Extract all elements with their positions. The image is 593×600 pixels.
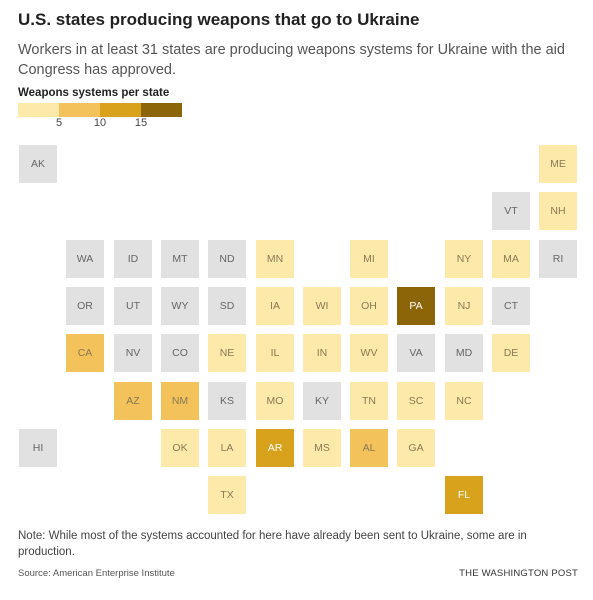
- state-tile-la: LA: [208, 429, 246, 467]
- legend-ticks: 5 10 15: [0, 117, 300, 137]
- source-line: Source: American Enterprise Institute: [18, 568, 175, 579]
- state-tile-va: VA: [397, 334, 435, 372]
- legend-swatch-3: [100, 103, 141, 117]
- state-tile-ms: MS: [303, 429, 341, 467]
- state-tile-nd: ND: [208, 240, 246, 278]
- state-tile-ia: IA: [256, 287, 294, 325]
- state-tile-oh: OH: [350, 287, 388, 325]
- state-tile-hi: HI: [19, 429, 57, 467]
- state-tile-mn: MN: [256, 240, 294, 278]
- legend-tick-5: 5: [55, 117, 63, 129]
- state-tile-ca: CA: [66, 334, 104, 372]
- state-tile-ky: KY: [303, 382, 341, 420]
- footnote: Note: While most of the systems accounte…: [18, 530, 527, 558]
- state-tile-nm: NM: [161, 382, 199, 420]
- state-tile-ny: NY: [445, 240, 483, 278]
- chart-title: U.S. states producing weapons that go to…: [18, 10, 420, 29]
- chart-subtitle: Workers in at least 31 states are produc…: [18, 42, 565, 78]
- state-tile-ut: UT: [114, 287, 152, 325]
- legend-tick-10: 10: [93, 117, 107, 129]
- publisher-credit: THE WASHINGTON POST: [459, 568, 578, 579]
- state-tile-az: AZ: [114, 382, 152, 420]
- state-tile-mt: MT: [161, 240, 199, 278]
- state-tile-ne: NE: [208, 334, 246, 372]
- state-tile-ri: RI: [539, 240, 577, 278]
- state-tile-me: ME: [539, 145, 577, 183]
- state-tile-fl: FL: [445, 476, 483, 514]
- legend-swatch-4: [141, 103, 182, 117]
- state-tile-nv: NV: [114, 334, 152, 372]
- state-tile-wa: WA: [66, 240, 104, 278]
- state-tile-mo: MO: [256, 382, 294, 420]
- state-tile-nj: NJ: [445, 287, 483, 325]
- state-tile-ok: OK: [161, 429, 199, 467]
- state-tile-wv: WV: [350, 334, 388, 372]
- state-tile-id: ID: [114, 240, 152, 278]
- legend-swatch-1: [18, 103, 59, 117]
- state-tile-or: OR: [66, 287, 104, 325]
- state-tile-ak: AK: [19, 145, 57, 183]
- state-tile-ct: CT: [492, 287, 530, 325]
- state-tile-nh: NH: [539, 192, 577, 230]
- state-tile-nc: NC: [445, 382, 483, 420]
- state-tile-wy: WY: [161, 287, 199, 325]
- legend-tick-15: 15: [134, 117, 148, 129]
- legend-swatch-2: [59, 103, 100, 117]
- state-tile-md: MD: [445, 334, 483, 372]
- state-tile-ks: KS: [208, 382, 246, 420]
- state-tile-mi: MI: [350, 240, 388, 278]
- state-tile-ma: MA: [492, 240, 530, 278]
- legend-title: Weapons systems per state: [18, 87, 170, 99]
- state-tile-in: IN: [303, 334, 341, 372]
- legend-color-scale: [18, 103, 182, 117]
- state-tile-pa: PA: [397, 287, 435, 325]
- state-tile-de: DE: [492, 334, 530, 372]
- state-tile-ga: GA: [397, 429, 435, 467]
- state-tile-il: IL: [256, 334, 294, 372]
- state-tile-co: CO: [161, 334, 199, 372]
- state-tile-wi: WI: [303, 287, 341, 325]
- state-tile-al: AL: [350, 429, 388, 467]
- state-tile-tn: TN: [350, 382, 388, 420]
- state-tile-vt: VT: [492, 192, 530, 230]
- state-tile-sc: SC: [397, 382, 435, 420]
- state-tile-sd: SD: [208, 287, 246, 325]
- state-tile-ar: AR: [256, 429, 294, 467]
- state-tile-tx: TX: [208, 476, 246, 514]
